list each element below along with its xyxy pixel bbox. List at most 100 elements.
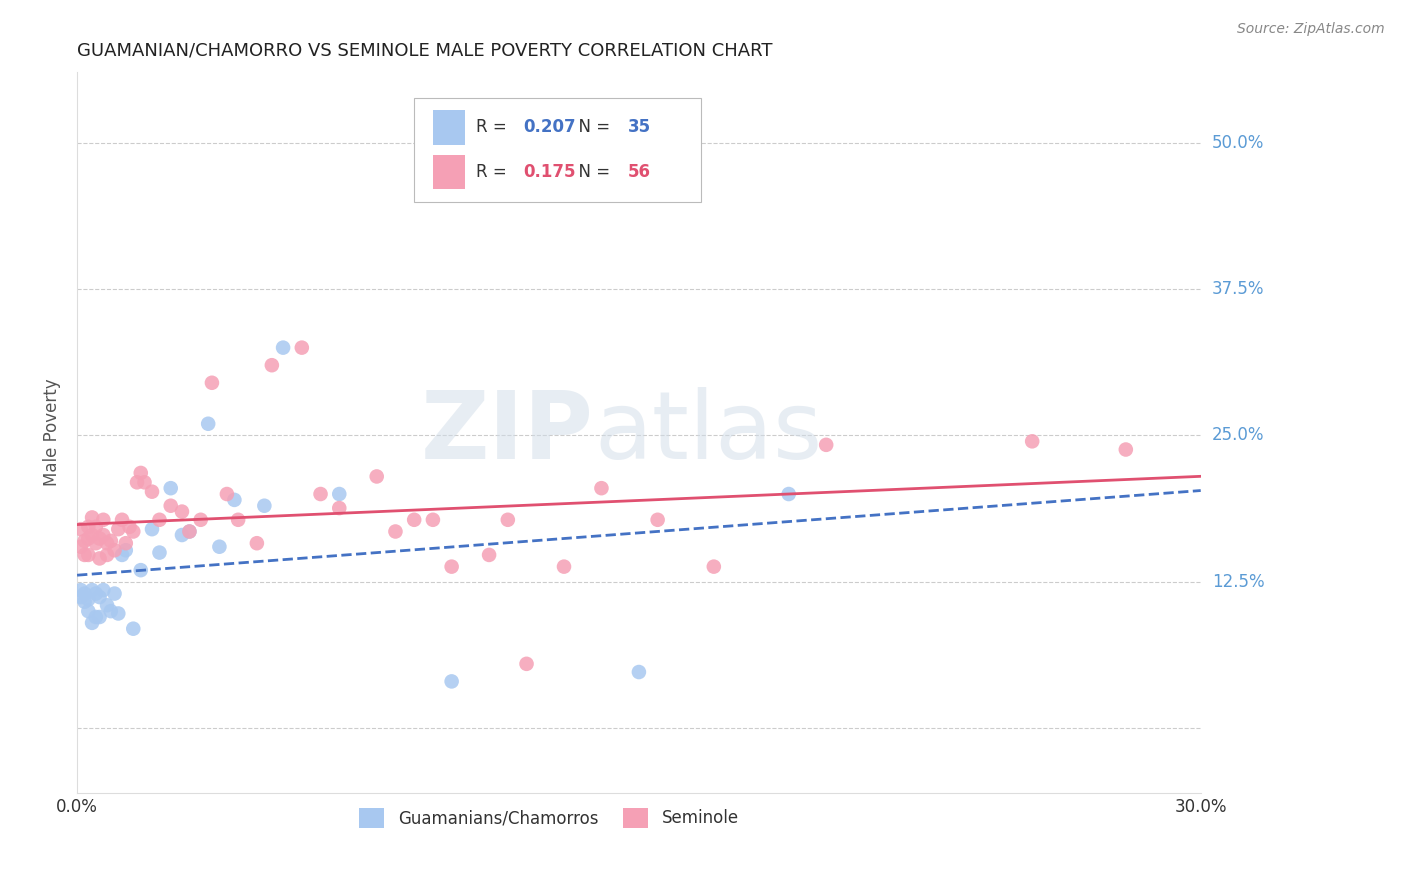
Point — [515, 657, 537, 671]
Text: 0.207: 0.207 — [523, 119, 576, 136]
Point — [291, 341, 314, 355]
Point — [73, 548, 96, 562]
Text: 12.5%: 12.5% — [1212, 573, 1264, 591]
Point — [69, 590, 91, 604]
Point — [384, 524, 406, 539]
Point — [114, 543, 136, 558]
Point — [404, 513, 426, 527]
Point — [125, 475, 148, 490]
Point — [96, 548, 118, 562]
Text: 0.175: 0.175 — [523, 163, 575, 181]
Point — [69, 582, 91, 597]
Point — [77, 532, 100, 546]
Point — [129, 466, 152, 480]
Point — [159, 499, 181, 513]
Point — [103, 543, 125, 558]
FancyBboxPatch shape — [433, 111, 465, 145]
Point — [77, 520, 100, 534]
Point — [170, 528, 193, 542]
Point — [440, 674, 463, 689]
Point — [114, 536, 136, 550]
Point — [179, 524, 201, 539]
Point — [96, 599, 118, 613]
Point — [226, 513, 249, 527]
Text: N =: N = — [568, 119, 616, 136]
Text: 37.5%: 37.5% — [1212, 280, 1264, 298]
Point — [89, 551, 111, 566]
Point — [440, 559, 463, 574]
Point — [1021, 434, 1043, 449]
Point — [148, 513, 170, 527]
Point — [77, 548, 100, 562]
Point — [77, 592, 100, 607]
Text: N =: N = — [568, 163, 616, 181]
Point — [591, 481, 613, 495]
Text: 50.0%: 50.0% — [1212, 134, 1264, 152]
Point — [73, 586, 96, 600]
Point — [190, 513, 212, 527]
Point — [122, 524, 145, 539]
Text: ZIP: ZIP — [420, 386, 593, 478]
Point — [208, 540, 231, 554]
Point — [91, 513, 114, 527]
Point — [80, 582, 103, 597]
Text: Source: ZipAtlas.com: Source: ZipAtlas.com — [1237, 22, 1385, 37]
Point — [159, 481, 181, 495]
FancyBboxPatch shape — [415, 97, 700, 202]
Point — [141, 484, 163, 499]
Text: atlas: atlas — [593, 386, 823, 478]
Point — [215, 487, 238, 501]
Text: 25.0%: 25.0% — [1212, 426, 1264, 444]
Point — [84, 520, 107, 534]
Text: R =: R = — [477, 119, 512, 136]
Point — [328, 501, 350, 516]
Point — [69, 522, 91, 536]
Point — [89, 610, 111, 624]
Point — [129, 563, 152, 577]
Point — [89, 590, 111, 604]
Point — [647, 513, 669, 527]
Point — [91, 582, 114, 597]
Point — [122, 622, 145, 636]
Text: 35: 35 — [627, 119, 651, 136]
Point — [246, 536, 269, 550]
Point — [73, 533, 96, 548]
Point — [224, 492, 246, 507]
Y-axis label: Male Poverty: Male Poverty — [44, 379, 60, 486]
Point — [84, 610, 107, 624]
FancyBboxPatch shape — [433, 155, 465, 189]
Point — [111, 548, 134, 562]
Point — [496, 513, 519, 527]
Point — [179, 524, 201, 539]
Point — [197, 417, 219, 431]
Point — [77, 604, 100, 618]
Point — [422, 513, 444, 527]
Text: GUAMANIAN/CHAMORRO VS SEMINOLE MALE POVERTY CORRELATION CHART: GUAMANIAN/CHAMORRO VS SEMINOLE MALE POVE… — [77, 42, 772, 60]
Point — [778, 487, 800, 501]
Point — [271, 341, 294, 355]
Point — [73, 595, 96, 609]
Point — [553, 559, 575, 574]
Point — [366, 469, 388, 483]
Point — [118, 520, 141, 534]
Point — [107, 607, 129, 621]
Point — [1115, 442, 1137, 457]
Point — [703, 559, 725, 574]
Point — [80, 510, 103, 524]
Point — [328, 487, 350, 501]
Point — [141, 522, 163, 536]
Point — [80, 528, 103, 542]
Point — [134, 475, 156, 490]
Point — [89, 532, 111, 546]
Point — [260, 358, 283, 372]
Legend: Guamanians/Chamorros, Seminole: Guamanians/Chamorros, Seminole — [353, 801, 745, 835]
Point — [100, 604, 122, 618]
Point — [170, 505, 193, 519]
Point — [96, 536, 118, 550]
Text: 56: 56 — [627, 163, 651, 181]
Point — [69, 540, 91, 554]
Point — [80, 615, 103, 630]
Point — [107, 522, 129, 536]
Point — [148, 545, 170, 559]
Text: R =: R = — [477, 163, 512, 181]
